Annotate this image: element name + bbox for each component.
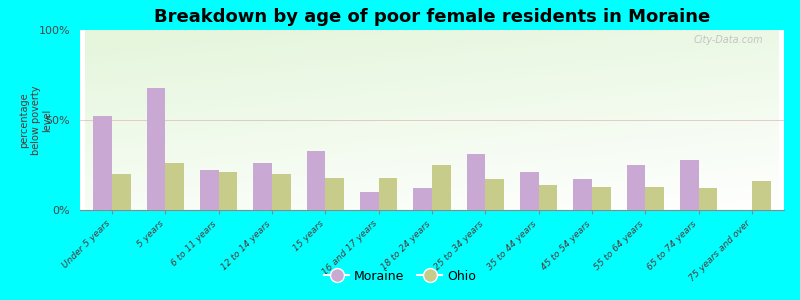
Bar xyxy=(646,187,664,210)
Bar xyxy=(626,165,646,210)
Bar xyxy=(752,181,770,210)
Bar xyxy=(166,163,184,210)
Bar xyxy=(360,192,378,210)
Bar xyxy=(146,88,166,210)
Bar xyxy=(218,172,238,210)
Bar xyxy=(466,154,486,210)
Legend: Moraine, Ohio: Moraine, Ohio xyxy=(319,265,481,288)
Bar xyxy=(254,163,272,210)
Y-axis label: percentage
below poverty
level: percentage below poverty level xyxy=(19,85,53,155)
Bar xyxy=(592,187,610,210)
Text: City-Data.com: City-Data.com xyxy=(694,35,763,45)
Bar xyxy=(378,178,398,210)
Bar xyxy=(486,179,504,210)
Bar xyxy=(326,178,344,210)
Bar xyxy=(272,174,290,210)
Bar xyxy=(432,165,450,210)
Title: Breakdown by age of poor female residents in Moraine: Breakdown by age of poor female resident… xyxy=(154,8,710,26)
Bar xyxy=(698,188,718,210)
Bar xyxy=(112,174,130,210)
Bar xyxy=(520,172,538,210)
Bar xyxy=(306,151,326,210)
Bar xyxy=(94,116,112,210)
Bar xyxy=(200,170,218,210)
Bar xyxy=(538,185,558,210)
Bar xyxy=(680,160,698,210)
Bar xyxy=(574,179,592,210)
Bar xyxy=(414,188,432,210)
